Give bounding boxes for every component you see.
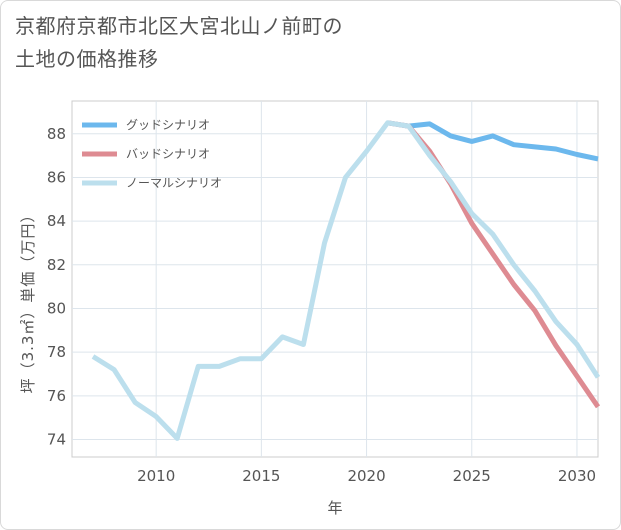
y-tick-label: 88: [47, 125, 66, 143]
x-tick-label: 2010: [137, 467, 175, 485]
x-axis-label: 年: [327, 499, 342, 517]
legend-label-good: グッドシナリオ: [126, 118, 210, 132]
x-tick-label: 2020: [347, 467, 385, 485]
y-tick-label: 76: [47, 387, 66, 405]
x-tick-label: 2015: [242, 467, 280, 485]
y-tick-label: 86: [47, 168, 66, 186]
y-tick-label: 84: [47, 212, 66, 230]
legend-label-normal: ノーマルシナリオ: [126, 176, 222, 190]
ticks: 2010 2015 2020 2025 2030 74 76 78 80 82 84 86 88: [47, 125, 596, 485]
chart-title-line-1: 京都府京都市北区大宮北山ノ前町の: [15, 14, 343, 38]
x-tick-label: 2030: [558, 467, 596, 485]
y-tick-label: 74: [47, 431, 66, 449]
y-tick-label: 80: [47, 299, 66, 317]
y-tick-label: 82: [47, 256, 66, 274]
series-layer: [91, 120, 601, 441]
y-axis-label: 坪（3.3㎡）単価（万円）: [19, 207, 37, 394]
chart-title: 京都府京都市北区大宮北山ノ前町の 土地の価格推移: [15, 10, 343, 76]
legend-label-bad: バッドシナリオ: [126, 147, 210, 161]
x-tick-label: 2025: [453, 467, 491, 485]
series-line-normal: [91, 120, 601, 441]
series-line-good: [387, 120, 599, 162]
grid: [72, 101, 598, 457]
chart-title-line-2: 土地の価格推移: [15, 47, 159, 71]
plot-area: [71, 100, 599, 458]
y-tick-label: 78: [47, 343, 66, 361]
